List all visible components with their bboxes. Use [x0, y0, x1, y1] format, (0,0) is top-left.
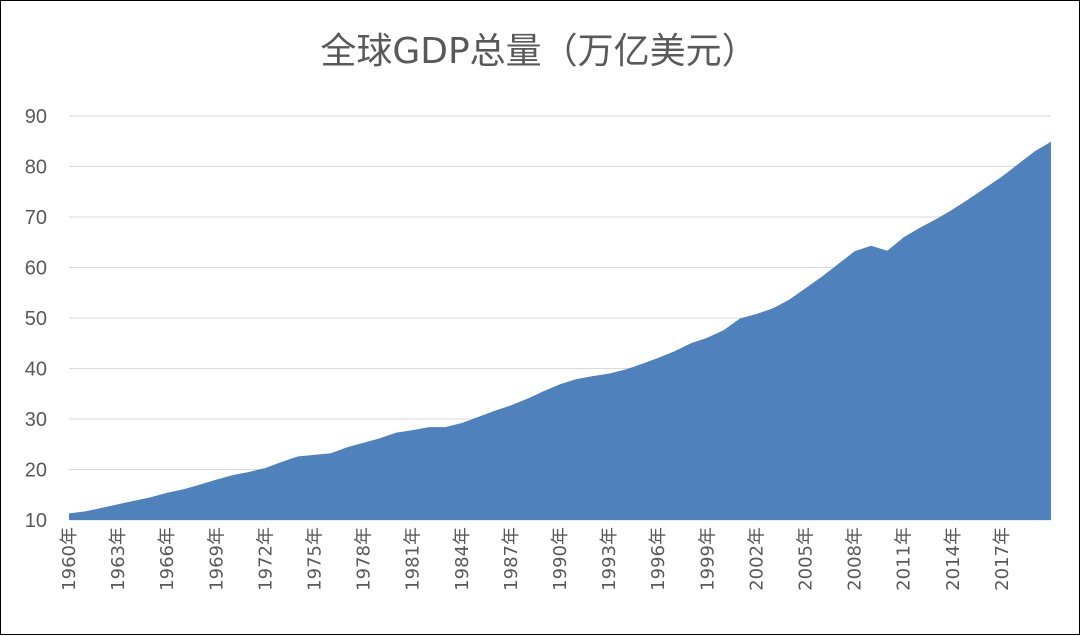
- x-tick-label: 2017年: [992, 527, 1013, 591]
- y-axis-ticks: 10 20 30 40 50 60 70 80 90: [25, 106, 47, 532]
- x-tick-label: 2011年: [894, 527, 915, 591]
- x-tick-label: 1963年: [108, 527, 129, 591]
- x-tick-label: 2002年: [746, 527, 767, 591]
- x-tick-label: 1990年: [550, 527, 571, 591]
- gdp-area: [69, 141, 1051, 521]
- x-tick-label: 1975年: [305, 527, 326, 591]
- x-tick-label: 1966年: [157, 527, 178, 591]
- x-tick-label: 1960年: [59, 527, 80, 591]
- x-tick-label: 1993年: [599, 527, 620, 591]
- y-tick-label: 20: [25, 460, 47, 482]
- gridlines: [69, 115, 1051, 521]
- y-tick-label: 50: [25, 308, 47, 330]
- x-tick-label: 2008年: [845, 527, 866, 591]
- chart-title: 全球GDP总量（万亿美元）: [320, 31, 757, 72]
- area-series: [69, 141, 1051, 521]
- x-tick-label: 1984年: [452, 527, 473, 591]
- x-tick-label: 1972年: [255, 527, 276, 591]
- x-axis-ticks: 1960年 1963年 1966年 1969年 1972年 1975年 1978年 1981年…: [59, 527, 1013, 591]
- y-tick-label: 70: [25, 207, 47, 229]
- y-tick-label: 90: [25, 106, 47, 128]
- x-tick-label: 1978年: [354, 527, 375, 591]
- y-tick-label: 60: [25, 258, 47, 280]
- x-tick-label: 1996年: [648, 527, 669, 591]
- x-tick-label: 2005年: [796, 527, 817, 591]
- x-tick-label: 1987年: [501, 527, 522, 591]
- y-tick-label: 40: [25, 359, 47, 381]
- y-tick-label: 80: [25, 157, 47, 179]
- y-tick-label: 10: [25, 510, 47, 532]
- x-tick-label: 2014年: [943, 527, 964, 591]
- x-tick-label: 1981年: [403, 527, 424, 591]
- y-tick-label: 30: [25, 409, 47, 431]
- x-tick-label: 1999年: [697, 527, 718, 591]
- x-tick-label: 1969年: [206, 527, 227, 591]
